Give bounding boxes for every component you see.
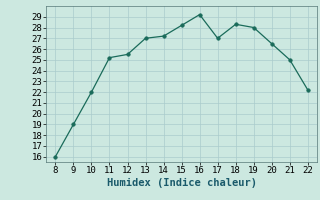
X-axis label: Humidex (Indice chaleur): Humidex (Indice chaleur) — [107, 178, 257, 188]
